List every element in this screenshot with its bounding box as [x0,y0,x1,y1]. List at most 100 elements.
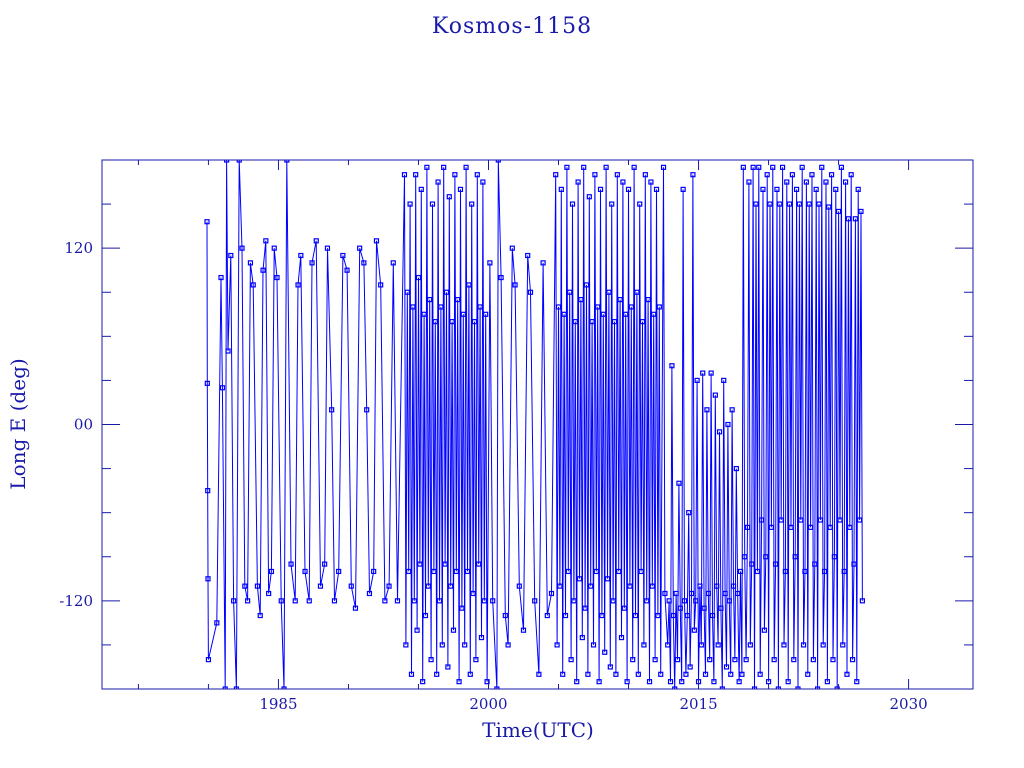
data-point [452,172,458,178]
data-point [404,289,410,295]
data-point [505,642,511,648]
data-point [498,274,504,281]
data-point [631,164,637,170]
y-tick-label: 120 [64,239,93,257]
chart-title: Kosmos-1158 [431,14,593,39]
data-point [231,598,237,604]
data-point [651,311,657,317]
data-point [826,204,832,210]
data-point [810,657,816,663]
data-point [707,657,713,663]
data-point [457,186,464,192]
data-point [726,598,732,604]
data-point [718,605,724,611]
data-point [484,679,490,685]
data-point [764,172,770,178]
data-point [413,172,419,178]
data-point [743,657,749,663]
data-point [483,311,489,317]
data-point [693,598,699,604]
data-point [589,319,595,325]
data-point [540,260,546,266]
data-point [463,164,469,170]
data-point [561,311,567,317]
data-point [401,172,408,178]
data-point [653,186,660,192]
data-point [560,671,566,677]
data-point [441,164,447,170]
data-point [471,319,478,325]
data-point [555,304,562,310]
data-point [481,598,487,604]
data-point [618,634,625,641]
data-point [771,657,777,663]
data-point [464,568,471,575]
data-point [690,172,696,178]
data-point [812,561,818,567]
data-point [851,561,857,567]
data-point [835,208,842,215]
data-point [649,583,655,589]
data-point [470,590,476,597]
data-point [254,583,261,589]
data-point [469,201,475,207]
data-point [494,686,500,689]
data-point [753,201,759,207]
data-point [824,679,830,685]
data-point [796,201,802,207]
data-point [687,664,693,670]
data-point [819,164,825,170]
data-point [770,164,776,170]
data-point [344,267,350,273]
data-point [737,568,744,575]
data-point [597,186,604,192]
data-point [702,671,709,677]
data-point [428,657,434,663]
data-point [768,524,774,530]
data-point [617,296,623,303]
data-point [735,590,741,597]
data-point [802,568,808,575]
data-point [639,319,646,325]
data-point [581,164,587,170]
data-point [758,517,765,523]
data-point [795,686,801,689]
data-point [284,160,290,163]
data-point [421,311,427,317]
data-point [739,671,745,677]
data-point [567,289,573,295]
data-point [527,289,534,295]
data-point [474,172,480,178]
data-point [744,524,751,530]
data-point [757,671,763,677]
data-point [732,657,738,663]
data-point [302,568,308,575]
data-point [415,274,422,281]
data-point [623,311,629,317]
data-point [509,245,515,251]
data-point [799,164,805,170]
data-point [390,260,396,266]
data-point [462,642,468,648]
data-point [218,274,224,281]
data-point [852,216,858,222]
data-point [680,186,686,192]
data-point [775,686,781,689]
data-point [473,657,479,663]
data-point [403,642,409,648]
y-tick-label: -120 [59,592,93,610]
data-point [673,590,679,597]
data-point [652,657,658,663]
data-point [625,186,632,192]
data-point [638,568,644,575]
data-point [478,634,485,641]
data-point [604,576,611,582]
data-point [322,561,328,567]
data-point [228,252,234,259]
data-point [340,252,346,259]
data-point [424,164,430,170]
data-point [627,583,633,589]
data-point [371,568,377,575]
data-point [431,568,437,575]
